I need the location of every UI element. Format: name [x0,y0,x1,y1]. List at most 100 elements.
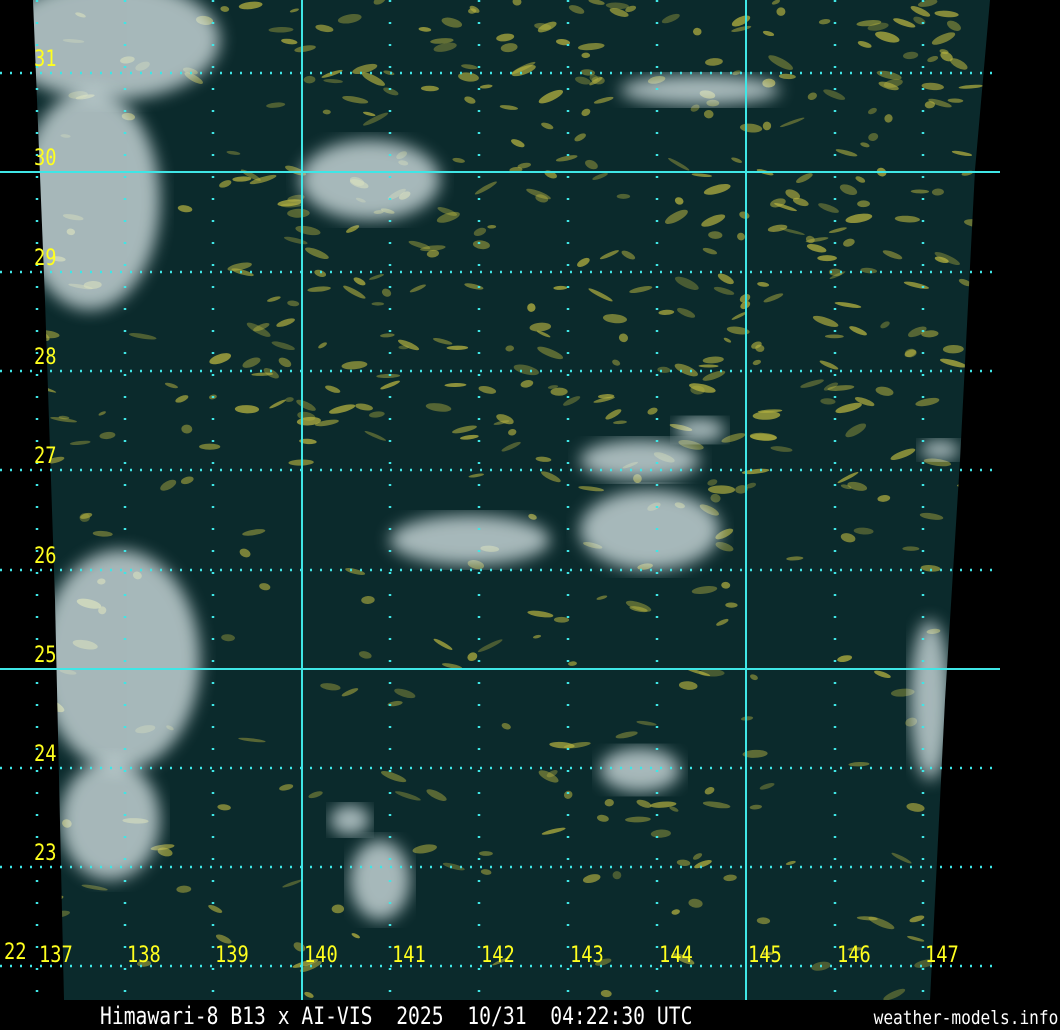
low-cloud [468,473,484,478]
high-cloud [350,840,410,920]
low-cloud [538,770,559,783]
low-cloud [501,441,521,452]
low-cloud [98,411,106,416]
low-cloud [890,688,915,697]
low-cloud [965,798,986,809]
low-cloud [268,27,294,33]
low-cloud [238,737,266,743]
low-cloud [713,286,735,295]
low-cloud [857,41,872,48]
low-cloud [58,415,70,420]
low-cloud [694,859,712,869]
low-cloud [708,231,723,239]
low-cloud [500,43,518,53]
low-cloud [796,173,813,184]
low-cloud [452,425,477,434]
longitude-label-140: 140 [304,943,338,968]
low-cloud [883,78,903,88]
low-cloud [785,860,796,866]
low-cloud [812,315,839,327]
low-cloud [512,0,522,6]
low-cloud [80,512,93,519]
low-cloud [847,947,863,951]
low-cloud [691,585,718,595]
low-cloud [315,24,334,33]
low-cloud [934,10,959,18]
low-cloud [715,541,734,552]
low-cloud [499,105,519,110]
low-cloud [602,314,628,324]
low-cloud [668,157,690,171]
low-cloud [779,117,805,128]
low-cloud [599,250,619,260]
low-cloud [776,7,786,16]
low-cloud [616,193,631,199]
low-cloud [541,122,554,130]
low-cloud [160,479,177,491]
low-cloud [717,273,734,285]
low-cloud [581,52,591,59]
low-cloud [605,409,622,420]
low-cloud [181,424,193,434]
low-cloud [249,174,277,185]
low-cloud [472,240,490,250]
low-cloud [907,936,925,942]
low-cloud [271,341,295,351]
low-cloud [277,199,303,207]
low-cloud [959,774,968,781]
low-cloud [532,634,542,639]
low-cloud [612,871,622,880]
low-cloud [596,595,608,600]
low-cloud [884,114,893,123]
low-cloud [868,916,895,930]
low-cloud [757,409,783,413]
low-cloud [337,14,362,24]
low-cloud [282,879,303,888]
low-cloud [492,957,510,966]
low-cloud [762,30,775,37]
low-cloud [702,247,718,255]
longitude-label-145: 145 [748,943,782,968]
low-cloud [36,895,64,905]
low-cloud [817,255,837,262]
low-cloud [234,405,260,414]
low-cloud [875,386,894,396]
longitude-label-147: 147 [925,943,959,968]
low-cloud [537,346,564,360]
low-cloud [328,404,356,414]
low-cloud [458,72,479,82]
low-cloud [931,32,956,45]
low-cloud [323,78,343,84]
low-cloud [732,70,741,76]
low-cloud [536,330,551,338]
low-cloud [756,917,771,925]
high-cloud [920,440,960,460]
low-cloud [433,638,453,650]
low-cloud [704,787,715,795]
low-cloud [636,799,652,808]
low-cloud [420,245,446,252]
low-cloud [33,973,54,985]
low-cloud [547,385,559,389]
low-cloud [947,20,961,31]
low-cloud [891,852,912,864]
low-cloud [474,181,497,195]
low-cloud [299,438,317,445]
low-cloud [923,458,952,467]
low-cloud [361,595,375,605]
low-cloud [721,433,746,443]
low-cloud [958,84,984,89]
low-cloud [780,227,805,236]
low-cloud [755,344,765,352]
low-cloud [520,380,534,388]
low-cloud [621,250,636,260]
low-cloud [351,933,360,939]
low-cloud [692,853,703,860]
low-cloud [778,73,796,80]
low-cloud [511,139,525,148]
low-cloud [965,443,986,452]
low-cloud [535,194,549,203]
low-cloud [819,360,839,370]
cloud-layer [33,0,990,1000]
low-cloud [625,5,637,13]
